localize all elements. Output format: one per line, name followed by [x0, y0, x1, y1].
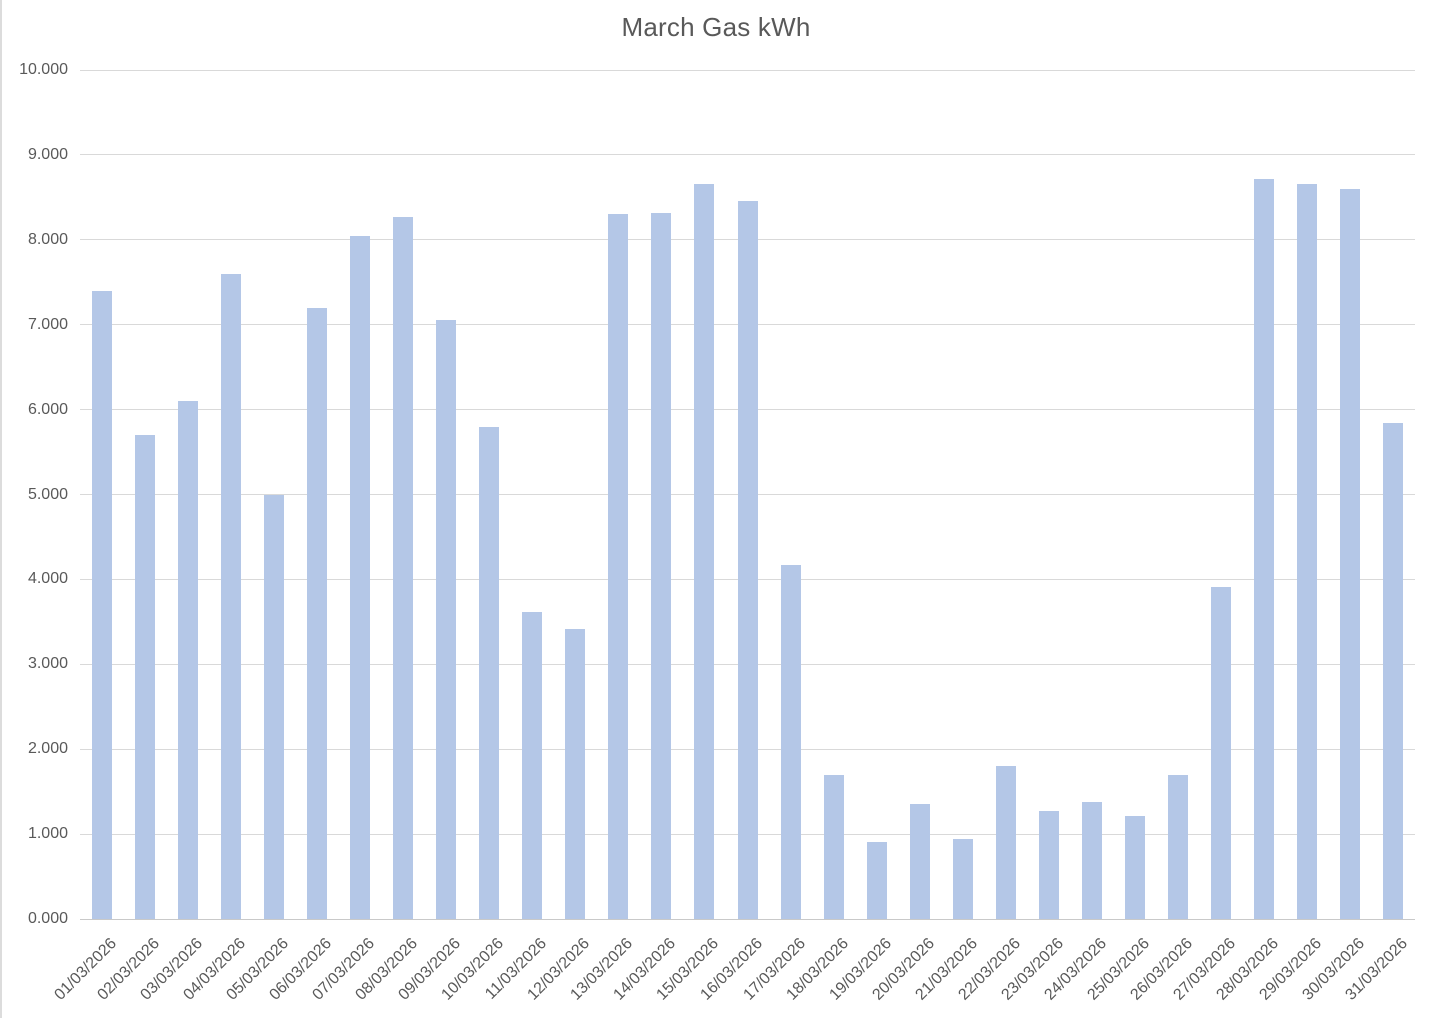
bar[interactable] — [1038, 811, 1059, 919]
bar[interactable] — [306, 307, 327, 919]
y-axis-tick-label: 2.000 — [27, 740, 68, 758]
bar[interactable] — [522, 611, 543, 919]
bar[interactable] — [909, 804, 930, 919]
bar[interactable] — [134, 435, 155, 919]
bar[interactable] — [1125, 816, 1146, 919]
y-axis-tick-label: 4.000 — [27, 570, 68, 588]
bar[interactable] — [737, 200, 758, 919]
y-axis-tick-label: 10.000 — [19, 61, 68, 78]
bar[interactable] — [220, 273, 241, 919]
bar[interactable] — [1383, 423, 1404, 919]
bar[interactable] — [694, 183, 715, 919]
bar[interactable] — [1254, 178, 1275, 919]
x-axis-line — [80, 918, 1415, 920]
y-axis-tick-label: 9.000 — [27, 145, 68, 163]
bar[interactable] — [1168, 774, 1189, 919]
chart-title: March Gas kWh — [621, 12, 811, 42]
y-axis-tick-label: 7.000 — [27, 315, 68, 333]
gridline — [80, 69, 1415, 71]
y-axis-tick-label: 6.000 — [27, 400, 68, 418]
bar[interactable] — [823, 774, 844, 919]
bar[interactable] — [349, 236, 370, 919]
y-axis-tick-label: 1.000 — [27, 825, 68, 843]
y-axis-tick-label: 5.000 — [27, 485, 68, 503]
bar[interactable] — [1340, 188, 1361, 919]
bar[interactable] — [780, 564, 801, 919]
bar[interactable] — [565, 629, 586, 919]
bar[interactable] — [651, 212, 672, 919]
bar[interactable] — [263, 494, 284, 919]
gridline — [80, 154, 1415, 156]
y-axis-tick-label: 0.000 — [27, 910, 68, 927]
bar[interactable] — [91, 290, 112, 919]
bar[interactable] — [479, 426, 500, 919]
bar[interactable] — [436, 319, 457, 919]
y-axis-tick-label: 8.000 — [27, 230, 68, 248]
y-axis-tick-label: 3.000 — [27, 655, 68, 673]
bar[interactable] — [1211, 587, 1232, 919]
bar[interactable] — [608, 214, 629, 919]
bar[interactable] — [1297, 183, 1318, 919]
bar[interactable] — [866, 841, 887, 919]
bar[interactable] — [995, 766, 1016, 919]
bar[interactable] — [1082, 801, 1103, 919]
bar[interactable] — [952, 839, 973, 919]
bar[interactable] — [392, 216, 413, 919]
bar[interactable] — [177, 401, 198, 919]
